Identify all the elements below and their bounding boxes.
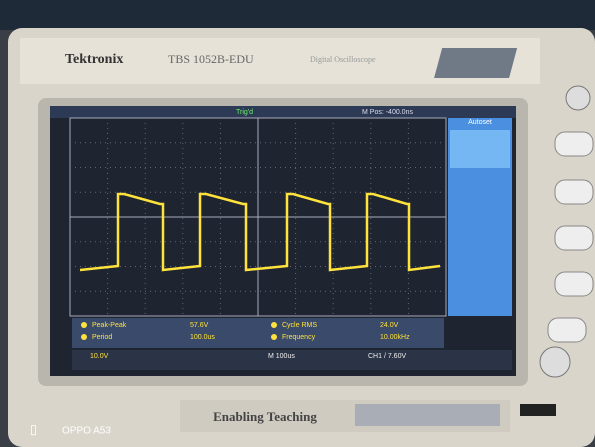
measurement-label: Period <box>92 334 112 341</box>
measurement-value: 100.0us <box>190 334 215 341</box>
channel-scale: 10.0V <box>90 353 109 360</box>
phone-icon: ▯ <box>30 421 37 436</box>
knob[interactable] <box>566 86 590 110</box>
button[interactable] <box>555 132 593 156</box>
button[interactable] <box>555 180 593 204</box>
measurement-label: Peak-Peak <box>92 322 127 329</box>
timebase: M 100us <box>268 353 295 360</box>
channel-dot <box>81 334 87 340</box>
measurement-value: 24.0V <box>380 322 399 329</box>
knob[interactable] <box>540 347 570 377</box>
top-shadow <box>0 0 595 30</box>
brand: Tektronix <box>65 52 123 67</box>
trigger-level: CH1 / 7.60V <box>368 353 406 360</box>
label-plate <box>355 404 500 426</box>
channel-dot <box>271 322 277 328</box>
trigger-status: Trig'd <box>236 109 253 116</box>
measurement-label: Frequency <box>282 334 316 341</box>
slogan: Enabling Teaching <box>213 409 317 424</box>
menu-button <box>450 130 510 168</box>
oscilloscope-photo: Tektronix TBS 1052B-EDU Digital Oscillos… <box>0 0 595 447</box>
channel-dot <box>81 322 87 328</box>
button[interactable] <box>555 226 593 250</box>
button[interactable] <box>548 318 586 342</box>
position: M Pos: -400.0ns <box>362 109 413 116</box>
screen-top-bar <box>50 106 516 118</box>
menu-title: Autoset <box>468 119 492 126</box>
subtitle: Digital Oscilloscope <box>310 55 376 64</box>
measurement-label: Cycle RMS <box>282 322 317 329</box>
measurement-value: 10.00kHz <box>380 334 410 341</box>
model: TBS 1052B-EDU <box>168 52 254 66</box>
usb-port <box>520 404 556 416</box>
button[interactable] <box>555 272 593 296</box>
channel-dot <box>271 334 277 340</box>
badge <box>434 48 517 78</box>
measurement-value: 57.6V <box>190 322 209 329</box>
watermark: OPPO A53 <box>62 426 111 437</box>
